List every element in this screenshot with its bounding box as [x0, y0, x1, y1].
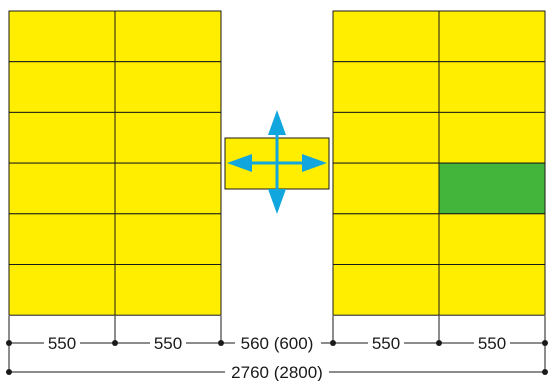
dimension-label: 550	[478, 334, 506, 353]
arrow-up-icon	[268, 110, 286, 135]
dimension-label: 560 (600)	[241, 334, 314, 353]
rack-cell	[8, 264, 116, 316]
total-dimension-label: 2760 (2800)	[231, 363, 323, 381]
rack-cell	[332, 162, 440, 215]
rack-cell	[8, 162, 116, 215]
rack-cell	[114, 10, 222, 63]
rack-cell	[438, 61, 546, 113]
dimension-lines: 550 550 560 (600) 550 550 2760 (2800)	[6, 316, 548, 381]
right-rack	[332, 10, 546, 316]
rack-cell	[332, 264, 440, 316]
dimension-label: 550	[48, 334, 76, 353]
rack-cell	[8, 10, 116, 63]
rack-cell	[114, 162, 222, 215]
rack-cell	[332, 111, 440, 164]
dimension-label: 550	[372, 334, 400, 353]
rack-cell	[438, 10, 546, 63]
left-rack	[8, 10, 222, 316]
rack-cell	[114, 264, 222, 316]
rack-cell	[332, 10, 440, 63]
shuttle	[224, 110, 330, 214]
rack-cell	[332, 61, 440, 113]
four-way-arrow-icon	[227, 110, 327, 214]
rack-cell	[8, 111, 116, 164]
rack-cell	[332, 213, 440, 266]
dimension-label: 550	[154, 334, 182, 353]
arrow-right-icon	[302, 154, 327, 172]
rack-cell	[8, 213, 116, 266]
rack-cell-highlighted	[438, 162, 546, 215]
arrow-down-icon	[268, 189, 286, 214]
rack-cell	[438, 213, 546, 266]
rack-cell	[114, 213, 222, 266]
rack-cell	[114, 61, 222, 113]
rack-cell	[114, 111, 222, 164]
rack-cell	[438, 264, 546, 316]
rack-cell	[8, 61, 116, 113]
arrow-left-icon	[227, 154, 252, 172]
rack-cell	[438, 111, 546, 164]
